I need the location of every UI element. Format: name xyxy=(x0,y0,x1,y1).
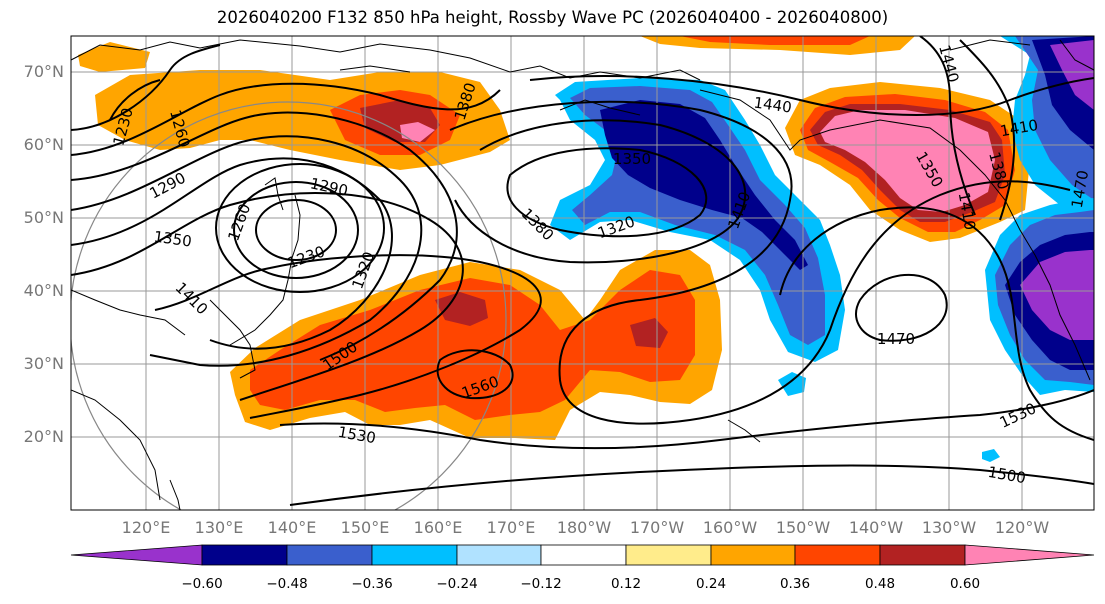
colorbar-segment xyxy=(794,544,881,566)
contour-label: 1470 xyxy=(877,330,915,348)
colorbar-segment xyxy=(710,544,796,566)
lon-label: 150°E xyxy=(340,518,390,537)
colorbar-segment xyxy=(625,544,712,566)
lat-label: 40°N xyxy=(23,281,64,300)
lon-label: 130°W xyxy=(921,518,977,537)
lon-label: 170°E xyxy=(486,518,536,537)
reference-circle xyxy=(71,101,507,510)
colorbar-segment xyxy=(964,544,1095,566)
colorbar-segment xyxy=(201,544,288,566)
coastlines xyxy=(71,39,1094,510)
lon-label: 120°W xyxy=(994,518,1050,537)
map-plot-area: 1230 1260 1290 1290 1260 1230 1320 1350 … xyxy=(71,36,1094,510)
colorbar-tick: 0.60 xyxy=(949,576,981,592)
lon-label: 130°E xyxy=(194,518,244,537)
colorbar-tick: −0.36 xyxy=(351,576,393,592)
lat-label: 30°N xyxy=(23,354,64,373)
contour-label: 1350 xyxy=(153,227,193,250)
colorbar xyxy=(70,544,1095,566)
lat-label: 20°N xyxy=(23,427,64,446)
colorbar-segment xyxy=(286,544,373,566)
height-contours xyxy=(71,36,1094,506)
lon-label: 120°E xyxy=(121,518,171,537)
lat-label: 60°N xyxy=(23,135,64,154)
map-frame xyxy=(70,35,1095,511)
colorbar-tick: 0.12 xyxy=(610,576,642,592)
lat-label: 70°N xyxy=(23,62,64,81)
colorbar-tick: −0.12 xyxy=(520,576,562,592)
positive-anomaly-regions xyxy=(78,36,1030,440)
colorbar-segment xyxy=(540,544,627,566)
lon-label: 170°W xyxy=(629,518,685,537)
lon-label: 150°W xyxy=(775,518,831,537)
colorbar-tick: −0.24 xyxy=(436,576,478,592)
colorbar-tick: 0.36 xyxy=(779,576,811,592)
colorbar-segment xyxy=(456,544,542,566)
colorbar-segment xyxy=(879,544,966,566)
lon-label: 140°E xyxy=(267,518,317,537)
lon-label: 160°W xyxy=(702,518,758,537)
colorbar-segment xyxy=(371,544,458,566)
colorbar-tick: 0.48 xyxy=(864,576,896,592)
colorbar-segment xyxy=(70,544,203,566)
lon-label: 160°E xyxy=(413,518,463,537)
contour-label: 1350 xyxy=(613,150,651,168)
contour-label: 1440 xyxy=(753,93,793,116)
colorbar-tick: −0.48 xyxy=(266,576,308,592)
lon-label: 180°W xyxy=(556,518,612,537)
map-title: 2026040200 F132 850 hPa height, Rossby W… xyxy=(216,8,889,27)
lon-label: 140°W xyxy=(848,518,904,537)
colorbar-tick: 0.24 xyxy=(695,576,727,592)
lat-label: 50°N xyxy=(23,208,64,227)
colorbar-tick: −0.60 xyxy=(181,576,223,592)
